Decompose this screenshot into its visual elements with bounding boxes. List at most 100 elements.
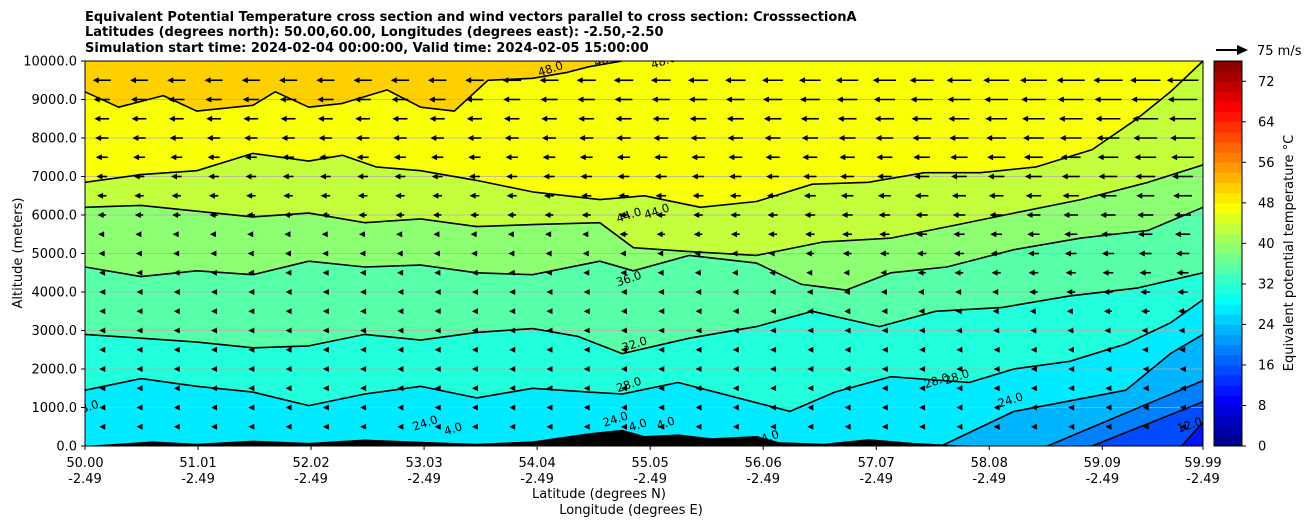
- wind-vector: [621, 346, 628, 353]
- wind-vector: [1134, 154, 1157, 161]
- wind-vector: [805, 231, 815, 238]
- wind-vector: [360, 308, 367, 315]
- colorbar-tick-label: 8: [1258, 399, 1266, 414]
- y-axis-label: Altitude (meters): [11, 198, 26, 309]
- wind-vector: [285, 404, 292, 411]
- wind-vector: [93, 96, 110, 103]
- wind-vector: [1170, 135, 1195, 141]
- wind-vector: [770, 327, 777, 334]
- wind-vector: [1023, 154, 1043, 161]
- wind-vector: [1168, 115, 1197, 122]
- wind-vector: [687, 77, 709, 84]
- wind-vector: [173, 346, 180, 353]
- wind-vector: [769, 289, 776, 295]
- wind-vector: [321, 231, 328, 238]
- wind-vector: [360, 385, 367, 392]
- wind-vector: [471, 308, 478, 315]
- colorbar-segment: [1214, 314, 1242, 325]
- wind-vector: [695, 423, 702, 430]
- wind-vector: [394, 173, 406, 180]
- wind-vector: [1167, 96, 1198, 103]
- wind-vector: [992, 308, 999, 315]
- wind-vector: [546, 308, 553, 315]
- contour-lines: [85, 61, 1203, 446]
- wind-vector: [245, 173, 257, 180]
- wind-vector: [466, 115, 483, 122]
- wind-vector: [762, 77, 784, 84]
- wind-vector: [211, 366, 218, 372]
- colorbar-segment: [1214, 233, 1242, 244]
- x-tick-label-lat: 52.02: [292, 456, 329, 471]
- quiver-key-label: 75 m/s: [1257, 44, 1302, 59]
- wind-vector: [842, 231, 853, 238]
- wind-vector: [539, 77, 559, 84]
- wind-vectors: [92, 77, 1199, 430]
- wind-vector: [993, 366, 1000, 372]
- wind-vector: [430, 135, 444, 141]
- wind-vector: [658, 346, 665, 353]
- wind-vector: [768, 231, 778, 238]
- wind-vector: [583, 308, 590, 315]
- wind-vector: [541, 135, 557, 141]
- wind-vector: [695, 327, 702, 334]
- wind-vector: [99, 385, 106, 392]
- wind-vector: [95, 154, 108, 161]
- wind-vector: [431, 154, 444, 161]
- wind-vector: [169, 135, 183, 141]
- wind-vector: [173, 308, 180, 315]
- wind-vector: [211, 327, 218, 334]
- wind-vector: [322, 250, 329, 257]
- wind-vector: [434, 308, 441, 315]
- colorbar-segment: [1214, 344, 1242, 356]
- wind-vector: [358, 212, 367, 218]
- wind-vector: [732, 346, 739, 353]
- wind-vector: [947, 96, 971, 103]
- wind-vector: [248, 308, 255, 315]
- colorbar-segment: [1214, 415, 1242, 427]
- wind-vector: [918, 289, 925, 295]
- wind-vector: [911, 115, 932, 122]
- wind-vector: [429, 115, 445, 122]
- wind-vector: [134, 192, 144, 199]
- wind-vector: [695, 346, 702, 353]
- colorbar-tick-label: 24: [1258, 318, 1275, 333]
- wind-vector: [434, 346, 441, 353]
- wind-vector: [881, 404, 888, 411]
- wind-vector: [247, 250, 254, 257]
- wind-vector: [355, 135, 370, 141]
- x-tick-label-lat: 59.09: [1084, 456, 1121, 471]
- wind-vector: [99, 404, 106, 411]
- colorbar-segment: [1214, 91, 1242, 103]
- colorbar-segment: [1214, 364, 1242, 376]
- horizontal-grid: [85, 99, 1203, 408]
- wind-vector: [468, 154, 481, 161]
- wind-vector: [582, 250, 589, 257]
- wind-vector: [397, 423, 404, 430]
- wind-vector: [211, 346, 218, 353]
- wind-vector: [1066, 289, 1076, 295]
- wind-vector: [98, 250, 105, 257]
- wind-vector: [356, 154, 369, 161]
- wind-vector: [433, 231, 440, 238]
- wind-vector: [652, 115, 669, 122]
- colorbar-segment: [1214, 61, 1242, 72]
- wind-vector: [993, 404, 1000, 411]
- wind-vector: [1174, 212, 1191, 218]
- wind-vector: [468, 173, 480, 180]
- wind-vector: [621, 366, 628, 372]
- wind-vector: [98, 231, 105, 238]
- wind-vector: [993, 327, 1000, 334]
- wind-vector: [132, 135, 146, 141]
- wind-vector: [471, 423, 478, 430]
- wind-vector: [1105, 346, 1112, 353]
- wind-vector: [621, 423, 628, 430]
- wind-vector: [1098, 173, 1118, 180]
- contour-40: [85, 164, 1203, 257]
- wind-vector: [843, 289, 850, 295]
- wind-vector: [136, 346, 143, 353]
- wind-vector: [317, 96, 334, 103]
- wind-vector: [136, 404, 143, 411]
- wind-vector: [509, 404, 516, 411]
- wind-vector: [693, 212, 703, 218]
- colorbar-segment: [1214, 425, 1242, 437]
